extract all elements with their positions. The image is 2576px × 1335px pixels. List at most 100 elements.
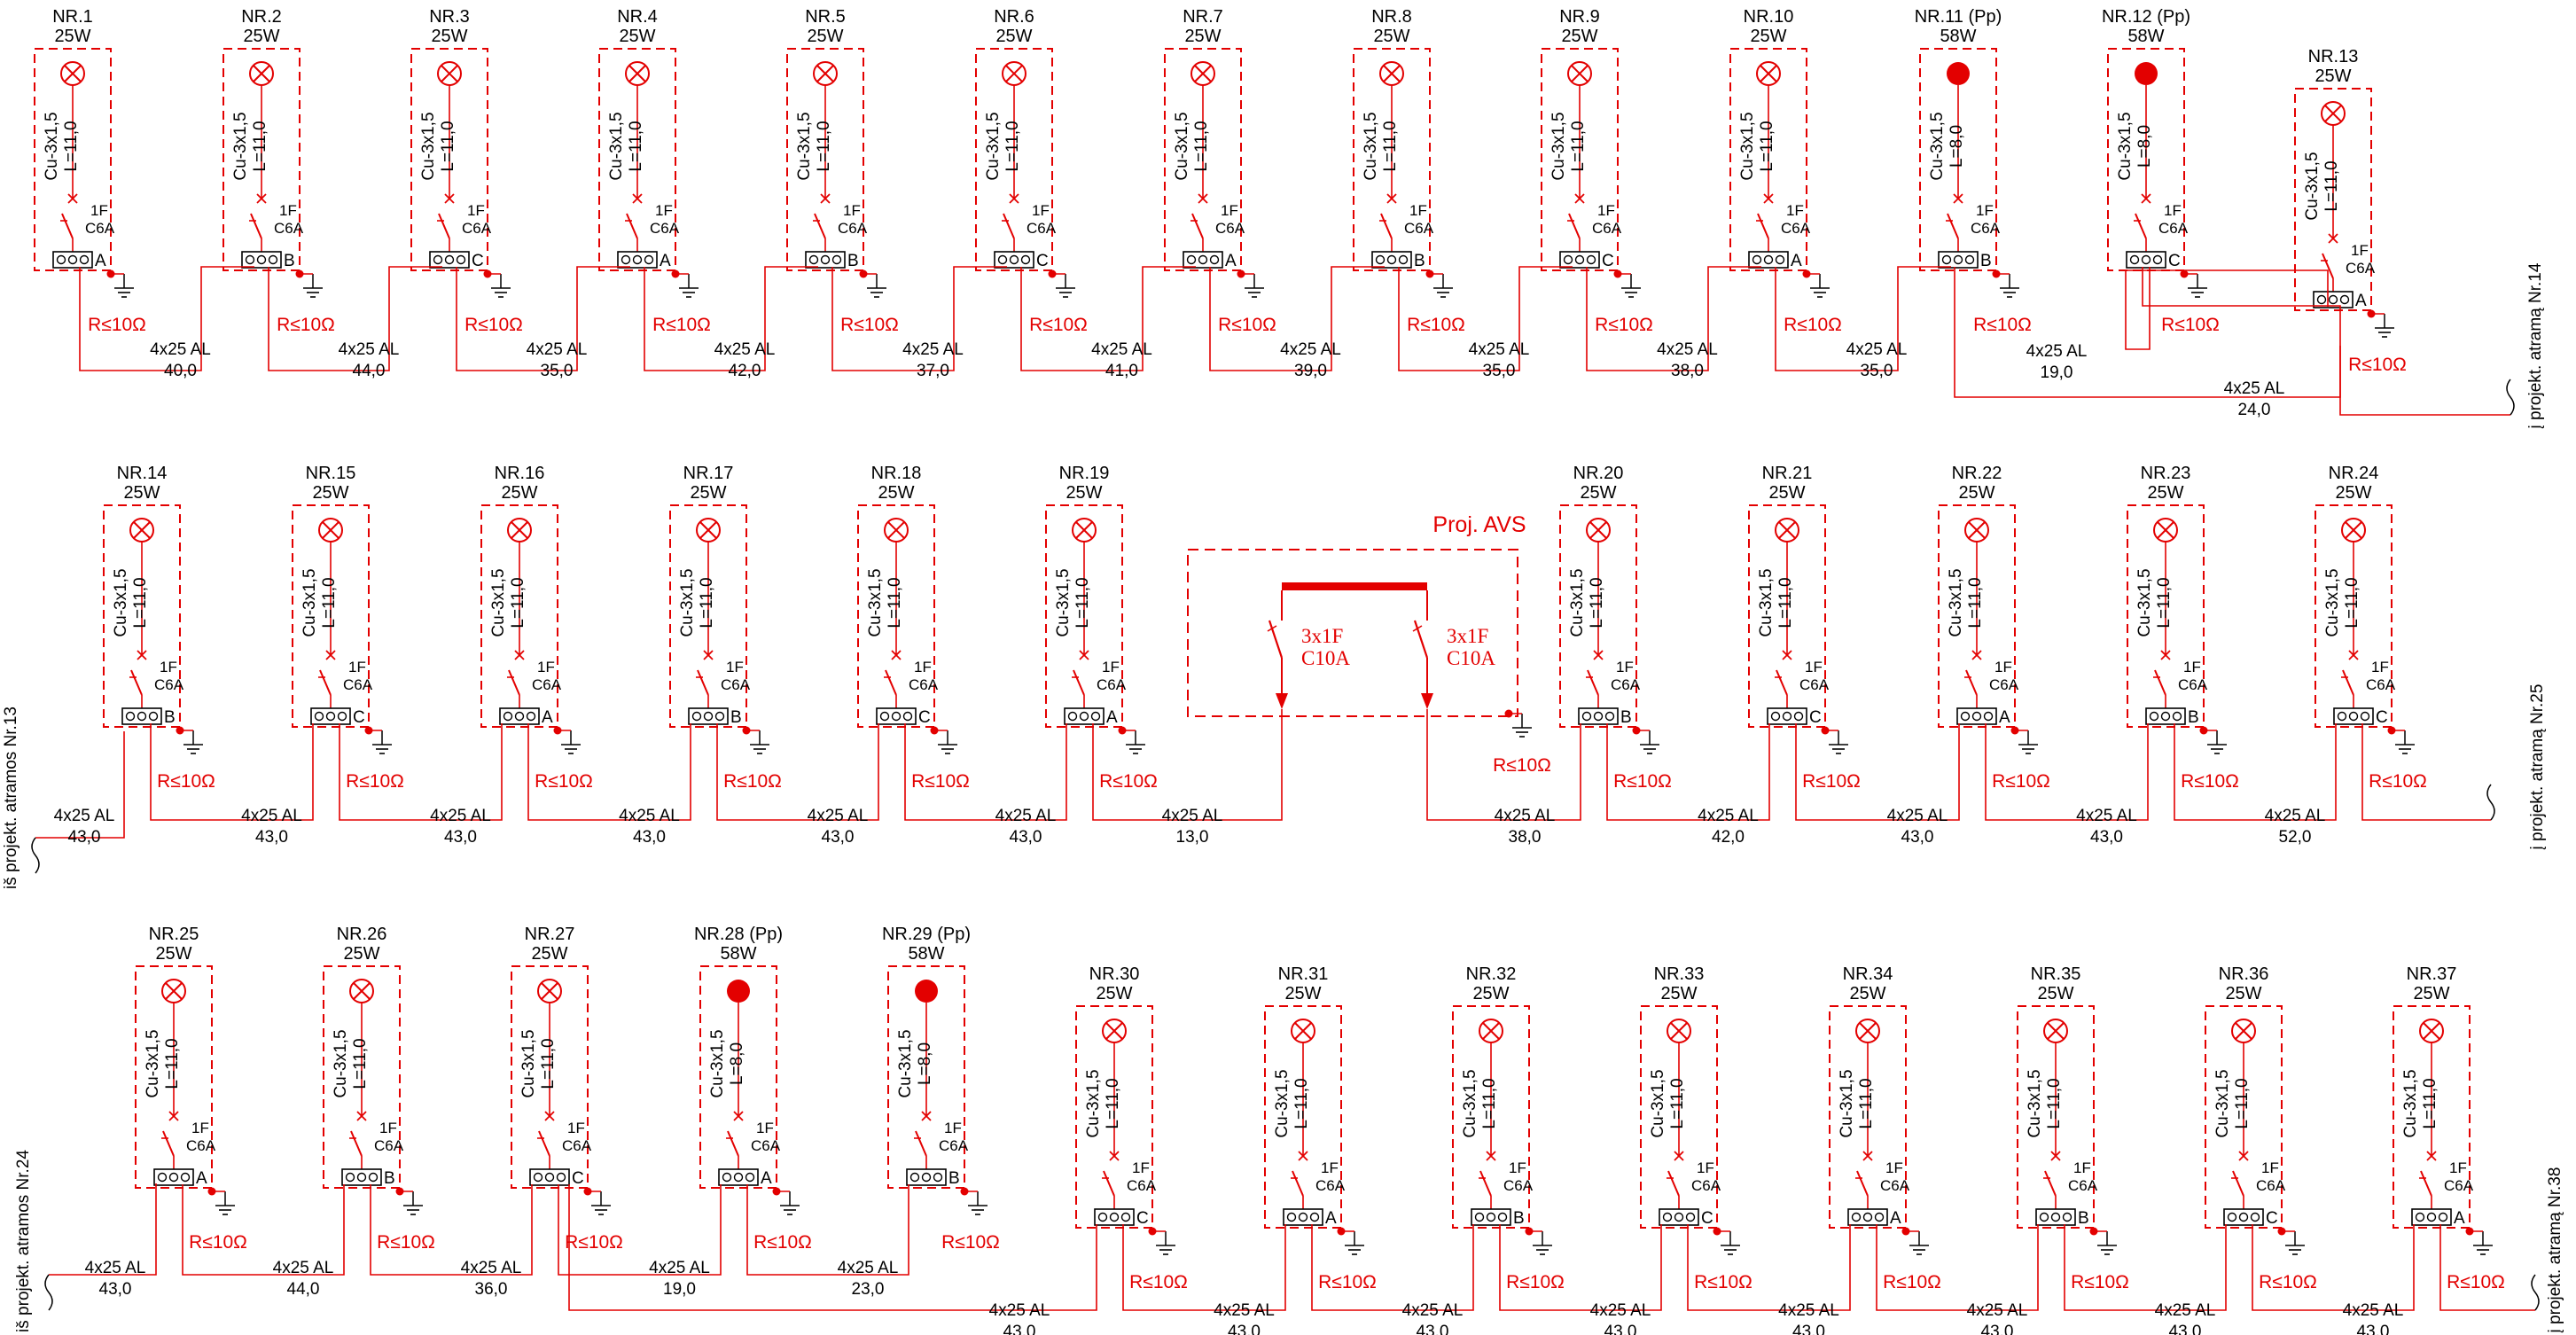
ground-resistance: R≤10Ω <box>277 315 335 335</box>
breaker-rating: C6A <box>1611 676 1641 693</box>
ground-resistance: R≤10Ω <box>941 1232 1000 1253</box>
breaker-poles: 1F <box>726 659 744 675</box>
pole-number: NR.12 (Pp) <box>2102 7 2190 27</box>
breaker-blade <box>1568 213 1581 239</box>
wire <box>1209 266 1385 371</box>
pole-29 <box>887 965 965 1189</box>
terminal-screw <box>2360 711 2370 722</box>
terminal-screw <box>2062 1212 2073 1222</box>
phase-label: A <box>95 252 106 270</box>
pole-number: NR.22 <box>1952 464 2002 483</box>
phase-label: B <box>164 708 176 727</box>
breaker-rating: C6A <box>1503 1177 1534 1194</box>
breaker-blade <box>1191 213 1204 239</box>
cable-type: Cu-3x1,5 <box>332 1029 350 1097</box>
ground-resistance: R≤10Ω <box>346 771 404 792</box>
feeder-distance: 36,0 <box>475 1280 508 1299</box>
pole-36 <box>2205 1005 2283 1229</box>
breaker-rating: C6A <box>1799 676 1830 693</box>
breaker-blade <box>1380 213 1393 239</box>
cable-type: Cu-3x1,5 <box>489 568 508 636</box>
terminal-screw <box>2337 711 2347 722</box>
breaker-rating: C6A <box>274 220 304 237</box>
breaker-blade <box>2232 1170 2244 1197</box>
avs-breaker: 3x1F <box>1301 625 1343 647</box>
breaker-icon <box>544 1111 555 1121</box>
pole-box <box>323 965 401 1189</box>
breaker-blade <box>1965 669 1978 696</box>
terminal-screw <box>2149 711 2159 722</box>
phase-label: B <box>2078 1209 2089 1228</box>
breaker-blade <box>61 213 74 239</box>
ground-resistance: R≤10Ω <box>1506 1272 1565 1292</box>
feeder-distance: 43,0 <box>68 828 101 847</box>
feeder-distance: 19,0 <box>2041 363 2073 382</box>
ground-resistance: R≤10Ω <box>2071 1272 2129 1292</box>
ground-resistance: R≤10Ω <box>2181 771 2239 792</box>
lamp-cross <box>1589 521 1607 539</box>
terminal-screw <box>56 254 66 265</box>
pole-number: NR.6 <box>994 7 1034 27</box>
breaker-icon <box>2050 1151 2061 1161</box>
terminal-block-icon <box>429 251 470 269</box>
pole-box <box>480 504 558 728</box>
breaker-blade <box>1003 213 1015 239</box>
wire <box>1020 266 1196 371</box>
phase-label: A <box>1106 708 1118 727</box>
cable-length: L=11,0 <box>1857 1078 1876 1128</box>
terminal-screw <box>1497 1212 1508 1222</box>
cable-type: Cu-3x1,5 <box>984 112 1003 180</box>
terminal-block-icon <box>1283 1208 1323 1226</box>
ground-resistance: R≤10Ω <box>1802 771 1861 792</box>
terminal-screw <box>137 711 147 722</box>
ground-icon <box>1337 1227 1364 1255</box>
breaker-blade <box>2135 213 2147 239</box>
pole-number: NR.3 <box>429 7 470 27</box>
avs-rating: C10A <box>1301 647 1350 669</box>
ground-icon <box>1048 269 1075 298</box>
feeder-distance: 35,0 <box>1483 362 1516 380</box>
cable-length: L=11,0 <box>1588 577 1606 628</box>
pole-power: 25W <box>1660 984 1697 1003</box>
breaker-rating: C6A <box>562 1137 592 1154</box>
pole-box <box>669 504 747 728</box>
breaker-poles: 1F <box>1597 202 1615 219</box>
break-mark <box>2531 1274 2540 1311</box>
terminal-screw <box>433 254 443 265</box>
breaker-poles: 1F <box>1697 1159 1714 1176</box>
cable-length: L=8,0 <box>916 1042 934 1085</box>
cable-type: Cu-3x1,5 <box>2323 568 2342 636</box>
pole-power: 25W <box>155 944 191 964</box>
terminal-screw <box>933 1172 943 1183</box>
feeder-distance: 43,0 <box>444 828 477 847</box>
ground-resistance: R≤10Ω <box>88 315 146 335</box>
ground-resistance: R≤10Ω <box>1129 1272 1188 1292</box>
pole-number: NR.23 <box>2141 464 2191 483</box>
lamp-cross <box>1670 1022 1688 1040</box>
pole-24 <box>2314 504 2393 728</box>
terminal-screw <box>526 711 536 722</box>
lamp-cross <box>541 982 558 1000</box>
ground-resistance: R≤10Ω <box>1973 315 2032 335</box>
terminal-screw <box>1120 1212 1131 1222</box>
terminal-screw <box>1198 254 1208 265</box>
pole-box <box>2127 504 2205 728</box>
breaker-rating: C6A <box>909 676 939 693</box>
terminal-screw <box>1862 1212 1873 1222</box>
phase-label: A <box>1791 252 1802 270</box>
breaker-blade <box>915 1130 927 1157</box>
cable-type: Cu-3x1,5 <box>1362 112 1380 180</box>
arrow-icon <box>1421 693 1433 709</box>
breaker-blade <box>130 669 143 696</box>
cable-length: L=11,0 <box>1073 577 1092 628</box>
phase-label: A <box>1325 1209 1337 1228</box>
lamp-cross <box>887 521 905 539</box>
terminal-screw <box>256 254 267 265</box>
feeder-type: 4x25 AL <box>902 340 964 359</box>
ground-resistance: R≤10Ω <box>1493 755 1551 776</box>
ground-resistance: R≤10Ω <box>565 1232 623 1253</box>
wire <box>831 266 1007 371</box>
phase-label: C <box>2266 1209 2278 1228</box>
lamp-cross <box>2423 1022 2440 1040</box>
breaker-icon <box>1009 193 1019 204</box>
